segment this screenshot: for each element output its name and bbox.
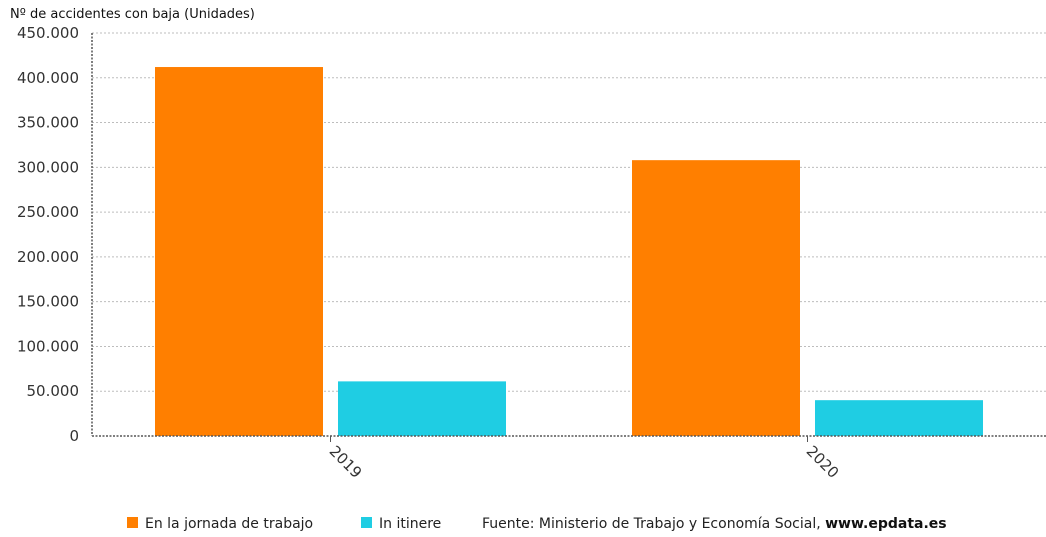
bar-en-la-jornada-de-trabajo-2019[interactable]: [155, 67, 323, 436]
legend-swatch-itinere: [361, 517, 372, 528]
source-note: Fuente: Ministerio de Trabajo y Economía…: [482, 516, 947, 532]
y-tick-label: 350.000: [17, 114, 79, 132]
legend: En la jornada de trabajo In itinere Fuen…: [127, 516, 947, 532]
y-tick-label: 200.000: [17, 248, 79, 266]
y-tick-label: 250.000: [17, 203, 79, 221]
legend-label-jornada: En la jornada de trabajo: [145, 516, 313, 532]
x-tick-label: 2019: [326, 442, 366, 482]
legend-swatch-jornada: [127, 517, 138, 528]
source-prefix: Fuente: Ministerio de Trabajo y Economía…: [482, 516, 825, 532]
legend-label-itinere: In itinere: [379, 516, 441, 532]
y-tick-label: 0: [69, 427, 79, 445]
bar-in-itinere-2020[interactable]: [815, 400, 983, 436]
bars: [155, 67, 983, 436]
y-tick-label: 450.000: [17, 24, 79, 42]
y-tick-label: 400.000: [17, 69, 79, 87]
bar-en-la-jornada-de-trabajo-2020[interactable]: [632, 160, 800, 436]
source-site-link[interactable]: www.epdata.es: [825, 516, 947, 532]
y-axis-label: Nº de accidentes con baja (Unidades): [10, 7, 255, 22]
y-tick-label: 50.000: [27, 382, 80, 400]
y-tick-label: 150.000: [17, 293, 79, 311]
gridlines: [92, 32, 1046, 392]
y-tick-label: 300.000: [17, 158, 79, 176]
bar-in-itinere-2019[interactable]: [338, 381, 506, 436]
y-tick-label: 100.000: [17, 337, 79, 355]
x-tick-label: 2020: [803, 442, 843, 482]
